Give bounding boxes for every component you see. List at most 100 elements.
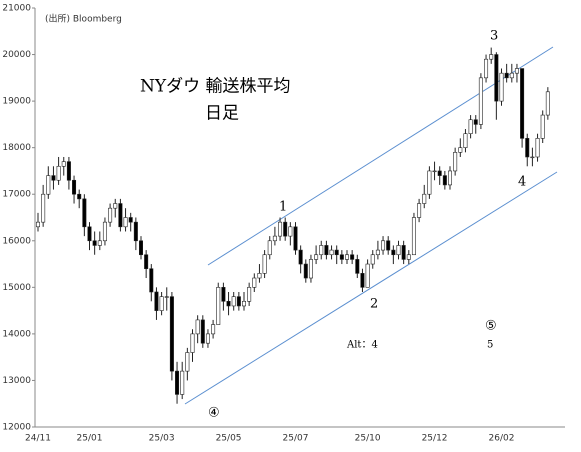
candle-body: [35, 221, 40, 228]
candle-body: [473, 119, 478, 125]
candle-body: [437, 170, 442, 176]
candle-body: [252, 277, 257, 288]
candle-body: [334, 249, 339, 256]
candle-body: [46, 175, 51, 195]
y-tick-label: 17000: [2, 190, 31, 200]
x-tick-label: 26/02: [489, 434, 515, 444]
candle-body: [283, 221, 288, 237]
chart-subtitle: 日足: [205, 104, 239, 124]
candle-body: [375, 249, 380, 256]
candle-body: [417, 203, 422, 218]
y-tick-label: 20000: [2, 50, 31, 60]
candle-body: [468, 119, 473, 134]
candle-body: [381, 240, 386, 251]
candle-body: [231, 296, 236, 307]
candle-body: [262, 254, 267, 274]
candle-body: [200, 319, 205, 344]
candle-body: [463, 133, 468, 148]
candle-body: [545, 91, 550, 116]
candle-body: [257, 273, 262, 279]
chart-title: NYダウ 輸送株平均: [140, 77, 291, 97]
channel-lower: [184, 171, 558, 405]
candle-body: [308, 259, 313, 279]
candle-body: [97, 240, 102, 246]
wave-label: ⑤: [485, 319, 497, 334]
candle-body: [339, 254, 344, 260]
candle-body: [154, 291, 159, 311]
y-tick-label: 16000: [2, 236, 31, 246]
candle-body: [242, 300, 247, 307]
candle-body: [236, 296, 241, 307]
candle-body: [314, 254, 319, 260]
candle-body: [169, 296, 174, 372]
candle-body: [499, 72, 504, 102]
candle-body: [159, 296, 164, 311]
candle-body: [278, 221, 283, 237]
source: (出所) Bloomberg: [45, 13, 122, 25]
candle-body: [190, 333, 195, 353]
candle-body: [386, 240, 391, 251]
candle-body: [41, 193, 46, 223]
candle-body: [61, 161, 66, 167]
candle-body: [396, 245, 401, 256]
wave-label: 2: [370, 297, 378, 312]
wave-label: 3: [490, 29, 498, 44]
candle-body: [216, 287, 221, 325]
candle-body: [87, 226, 92, 242]
candle-body: [319, 245, 324, 256]
y-tick-label: 14000: [2, 329, 31, 339]
candle-body: [92, 240, 97, 246]
candle-body: [185, 352, 190, 372]
candle-body: [164, 296, 169, 298]
candle-body: [344, 254, 349, 260]
wave-label: 1: [279, 200, 287, 215]
candle-body: [509, 72, 514, 79]
candle-body: [247, 287, 252, 302]
y-tick-label: 21000: [2, 4, 31, 14]
candle-body: [453, 152, 458, 172]
candle-body: [411, 217, 416, 256]
candle-body: [82, 198, 87, 228]
candle-body: [303, 263, 308, 279]
candle-body: [432, 170, 437, 173]
candle-body: [406, 254, 411, 260]
candle-body: [139, 240, 144, 256]
candle-body: [205, 333, 210, 344]
candle-body: [370, 254, 375, 265]
candle-body: [123, 217, 128, 228]
candle-body: [118, 203, 123, 228]
candle-body: [175, 370, 180, 395]
candle-body: [360, 273, 365, 288]
candle-body: [267, 240, 272, 256]
y-tick-label: 12000: [2, 423, 31, 433]
candle-body: [494, 54, 499, 102]
candle-body: [272, 235, 277, 242]
y-tick-label: 19000: [2, 97, 31, 107]
candle-body: [66, 161, 71, 181]
candle-body: [108, 207, 113, 223]
candle-body: [355, 259, 360, 274]
wave-label: Alt：4: [346, 340, 378, 351]
candle-body: [350, 254, 355, 260]
x-tick-label: 25/07: [283, 434, 309, 444]
candle-body: [293, 226, 298, 251]
x-tick-label: 25/10: [355, 434, 381, 444]
candle-body: [195, 319, 200, 335]
wave-label: 5: [487, 340, 493, 351]
candle-body: [442, 175, 447, 186]
x-tick-label: 25/03: [149, 434, 175, 444]
candle-body: [540, 114, 545, 139]
candle-body: [489, 54, 494, 60]
y-tick-label: 13000: [2, 376, 31, 386]
candle-body: [226, 300, 231, 307]
candle-body: [324, 245, 329, 256]
candle-body: [72, 179, 77, 195]
candle-body: [298, 249, 303, 265]
candle-body: [180, 370, 185, 395]
candle-body: [484, 58, 489, 79]
candle-body: [51, 175, 56, 181]
candle-body: [458, 147, 463, 153]
candle-body: [391, 249, 396, 256]
candle-body: [530, 156, 535, 159]
candle-body: [113, 203, 118, 209]
